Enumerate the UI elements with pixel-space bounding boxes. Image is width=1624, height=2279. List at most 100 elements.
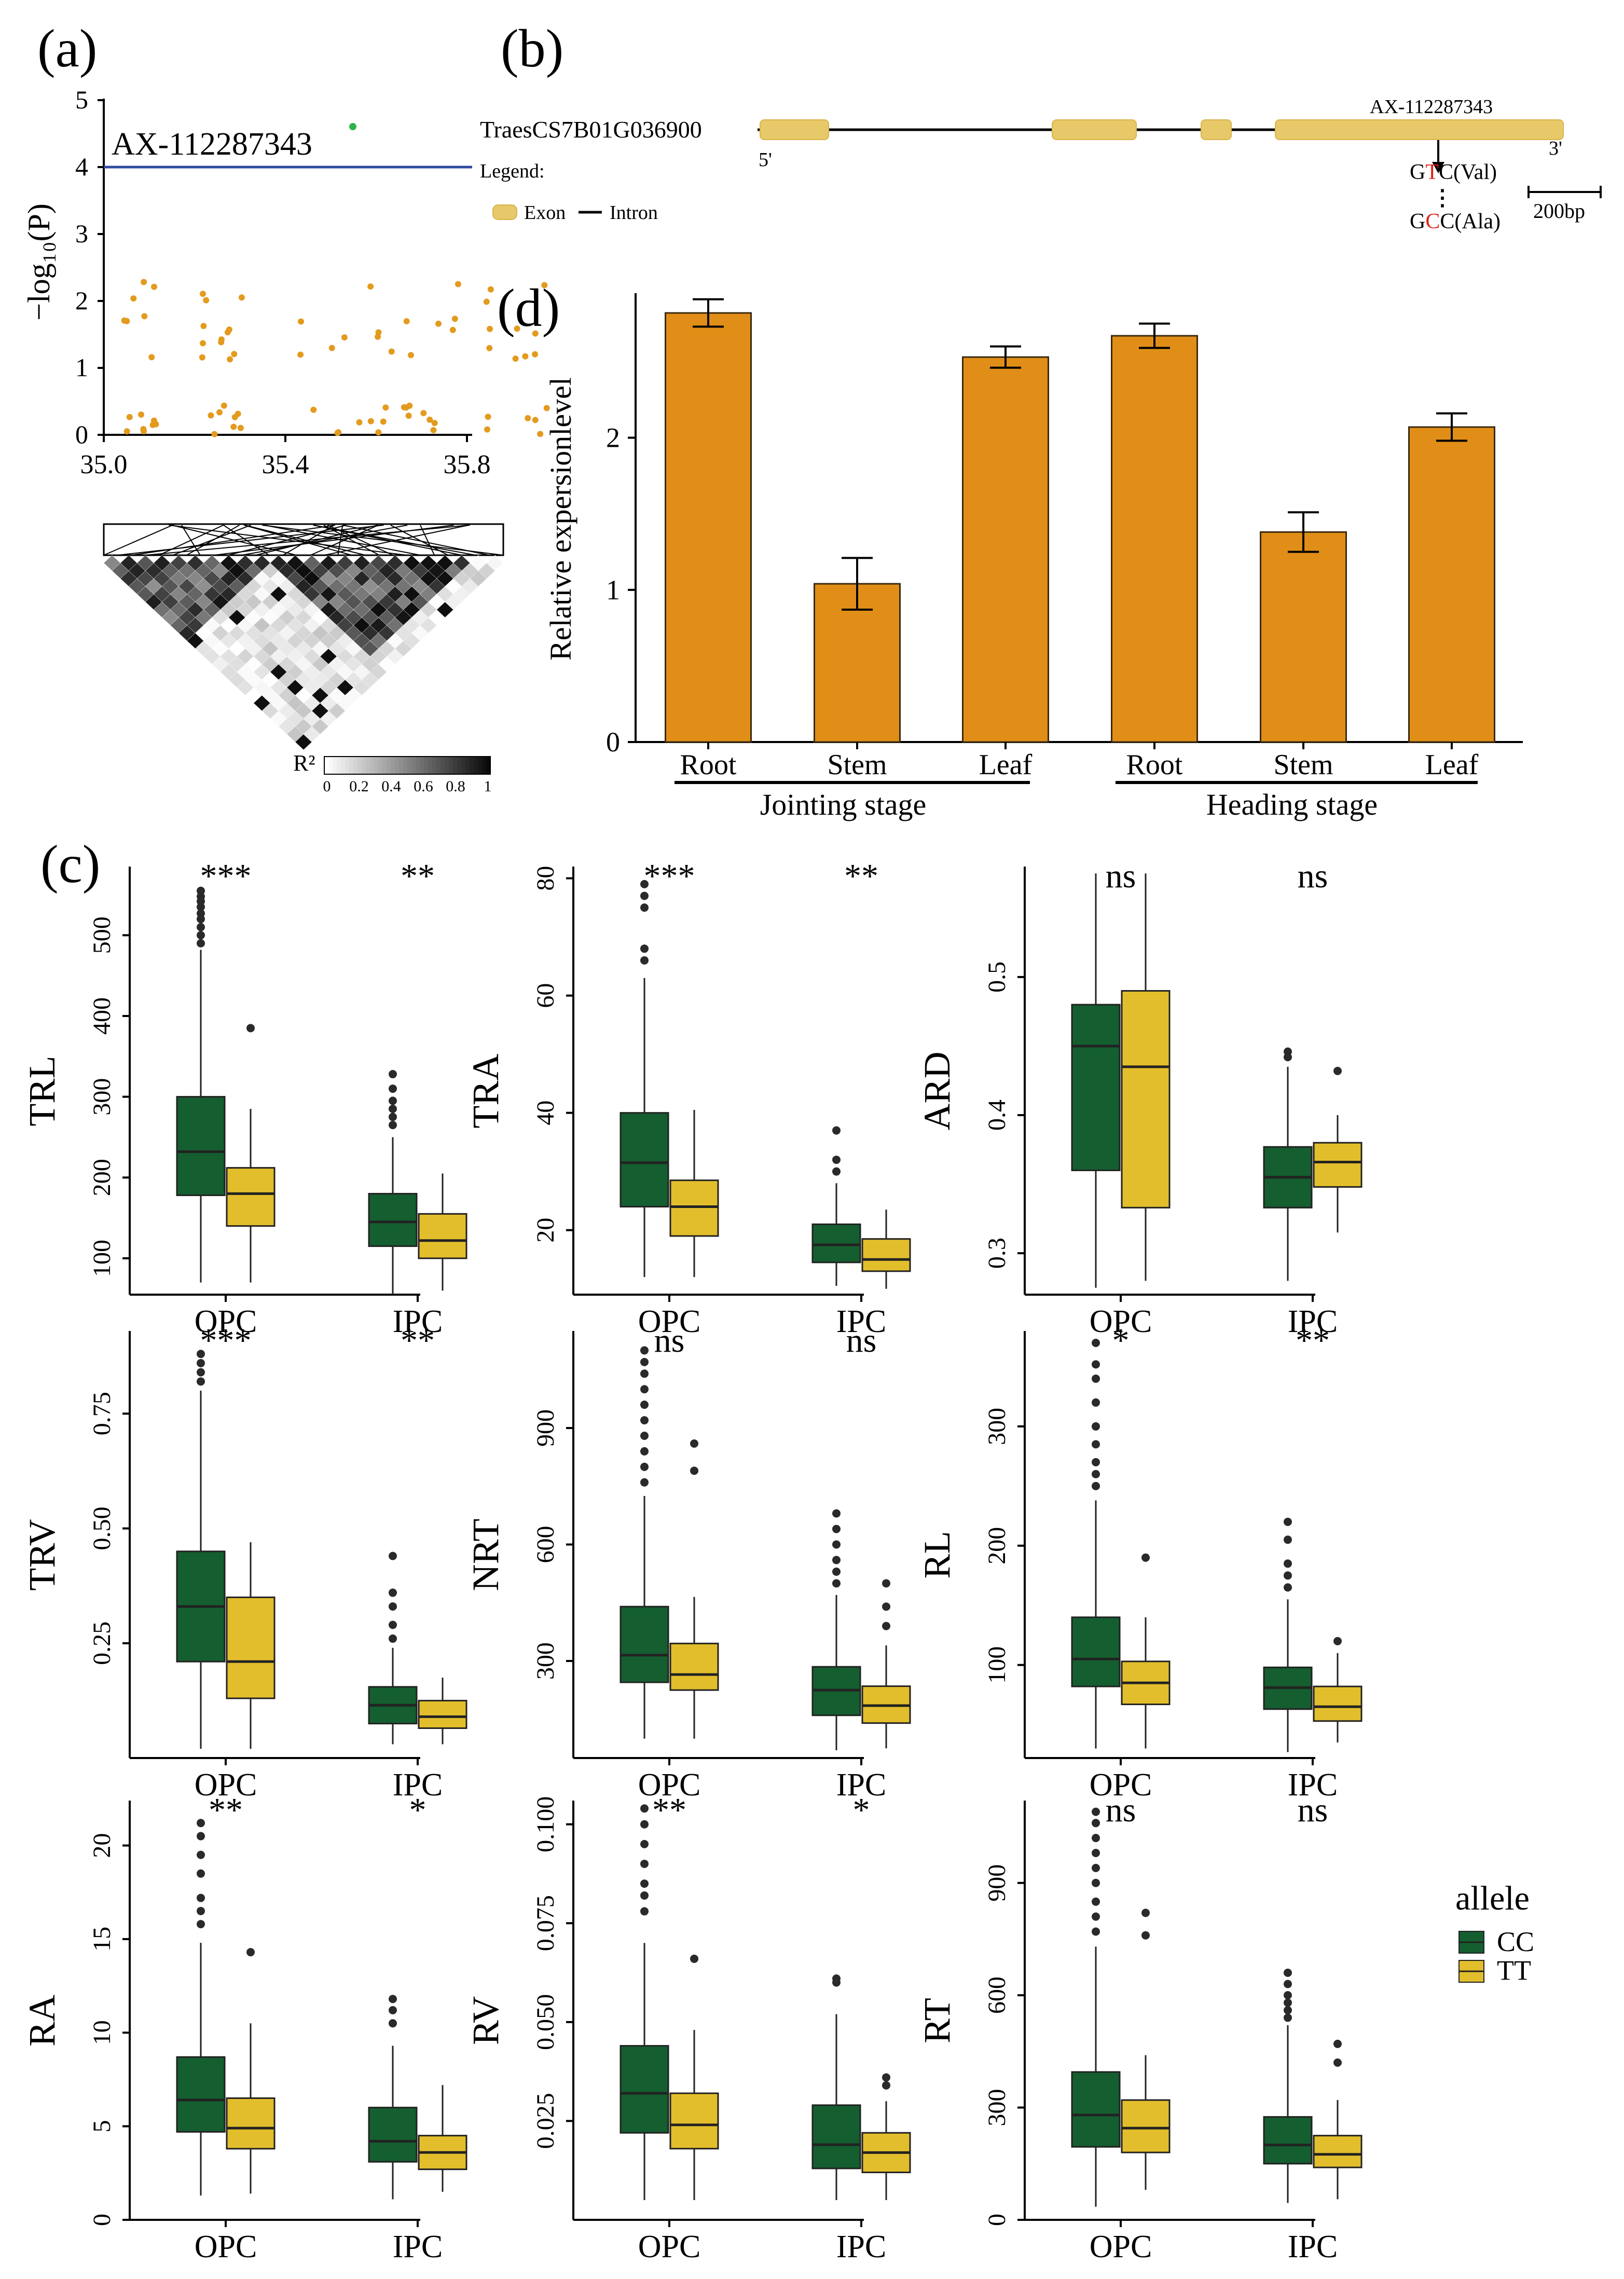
outlier-point	[832, 1579, 841, 1588]
outlier-point	[389, 1634, 397, 1643]
box-iqr	[669, 1642, 719, 1691]
boxplot-x-tick-label: IPC	[393, 1304, 443, 1339]
snp-point	[375, 429, 382, 436]
ld-legend-gradient-step	[333, 757, 337, 774]
significance-label: *	[853, 1791, 870, 1829]
boxplot-y-tick-label: 0.075	[532, 1895, 559, 1951]
ld-legend-gradient-step	[482, 757, 487, 774]
snp-point	[126, 414, 133, 420]
boxplot-x-tick-label: IPC	[836, 1304, 886, 1339]
significance-label: **	[209, 1791, 243, 1829]
ld-legend-gradient-step	[436, 757, 441, 774]
gene-structure: TraesCS7B01G036900 5' 3' AX-112287343 GT…	[480, 96, 1602, 234]
snp-point	[200, 323, 207, 330]
manhattan-y-tick-label: 2	[75, 286, 88, 315]
bar-category-label: Leaf	[1425, 749, 1479, 781]
boxplot-y-tick-label: 0.100	[532, 1796, 559, 1852]
snp-point	[298, 318, 305, 325]
box-iqr	[620, 1605, 669, 1683]
ld-legend-tick-label: 0	[323, 778, 331, 795]
significance-label: **	[401, 1322, 435, 1360]
boxplot-x-tick-label: OPC	[195, 1767, 257, 1803]
outlier-point	[1092, 1878, 1100, 1887]
panel-label-a: (a)	[37, 19, 97, 78]
outlier-point	[389, 1995, 397, 2003]
outlier-point	[832, 1525, 841, 1533]
significance-label: ns	[1106, 1791, 1136, 1829]
outlier-point	[389, 1552, 397, 1560]
outlier-point	[1284, 1968, 1292, 1977]
ld-legend-gradient-step	[395, 757, 400, 774]
snp-point	[435, 320, 442, 327]
boxplot-y-tick-label: 600	[532, 1526, 559, 1563]
ld-connector	[103, 525, 173, 556]
snp-point	[310, 406, 317, 413]
snp-point	[203, 297, 210, 304]
manhattan-x-tick-label: 35.4	[262, 450, 309, 479]
boxplot-panel-ra: RA 0 5 10 15 20 OPC ** IPC *	[21, 1791, 467, 2264]
snp-point	[235, 410, 241, 417]
outlier-point	[882, 2073, 890, 2082]
boxplot-x-tick-label: OPC	[1090, 1304, 1152, 1339]
snp-point	[150, 417, 157, 424]
five-prime-label: 5'	[759, 149, 772, 171]
box-iqr	[669, 2092, 719, 2150]
snp-point	[455, 281, 461, 287]
snp-point	[401, 404, 407, 410]
snp-point	[138, 411, 145, 418]
box-iqr	[1263, 2116, 1313, 2165]
manhattan-y-tick-label: 3	[75, 219, 88, 248]
boxplot-ylabel: ARD	[916, 1051, 958, 1130]
snp-point	[532, 351, 539, 358]
outlier-point	[197, 1358, 205, 1367]
three-prime-label: 3'	[1549, 138, 1562, 159]
bar-chart-y-ticks: 0 1 2	[606, 422, 636, 758]
box-iqr	[811, 1223, 861, 1264]
outlier-point	[1092, 1470, 1100, 1478]
boxplot-y-tick-label: 0.050	[532, 1994, 559, 2050]
boxplot-y-tick-label: 0	[983, 2214, 1011, 2226]
outlier-point	[1284, 1991, 1292, 2000]
heading-stage-label: Heading stage	[1206, 788, 1378, 821]
significance-label: **	[844, 857, 878, 895]
outlier-point	[389, 1121, 397, 1130]
boxplot-ylabel: RV	[465, 1996, 506, 2045]
bar-y-tick-label: 2	[606, 422, 620, 454]
outlier-point	[640, 1804, 649, 1813]
outlier-point	[832, 1156, 841, 1164]
ld-cells	[103, 555, 504, 750]
ld-legend-gradient-step	[337, 757, 341, 774]
outlier-point	[640, 1859, 649, 1868]
box-iqr	[1313, 1142, 1362, 1188]
ld-connector	[241, 525, 408, 556]
snp-point	[430, 427, 437, 434]
snp-point	[208, 412, 214, 419]
ld-legend-gradient-step	[432, 757, 437, 774]
manhattan-y-tick-label: 0	[75, 420, 88, 449]
outlier-point	[1284, 1535, 1292, 1544]
outlier-point	[389, 1084, 397, 1093]
outlier-point	[640, 1385, 649, 1394]
significance-label: ***	[644, 857, 695, 895]
snp-point	[485, 414, 491, 420]
boxplot-x-tick-label: OPC	[638, 1767, 701, 1803]
ld-connector	[214, 525, 455, 556]
ld-legend-gradient-step	[391, 757, 395, 774]
outlier-point	[197, 1350, 205, 1358]
box-iqr	[1121, 2099, 1171, 2153]
outlier-point	[640, 1820, 649, 1829]
outlier-point	[1092, 1374, 1100, 1383]
box-iqr	[1313, 2135, 1362, 2168]
gene-legend-title: Legend:	[480, 160, 545, 182]
boxplot-y-tick-label: 900	[983, 1864, 1011, 1902]
ld-legend-gradient-step	[378, 757, 383, 774]
ld-connector	[282, 525, 335, 556]
ld-legend-gradient-step	[453, 757, 458, 774]
expression-bar	[665, 312, 752, 743]
boxplot-y-tick-label: 80	[532, 866, 559, 891]
boxplot-panel-nrt: NRT 300 600 900 OPC ns IPC ns	[465, 1322, 911, 1803]
bar-category-label: Leaf	[979, 749, 1033, 781]
snp-point	[231, 351, 238, 358]
boxplot-y-tick-label: 0	[88, 2214, 116, 2226]
